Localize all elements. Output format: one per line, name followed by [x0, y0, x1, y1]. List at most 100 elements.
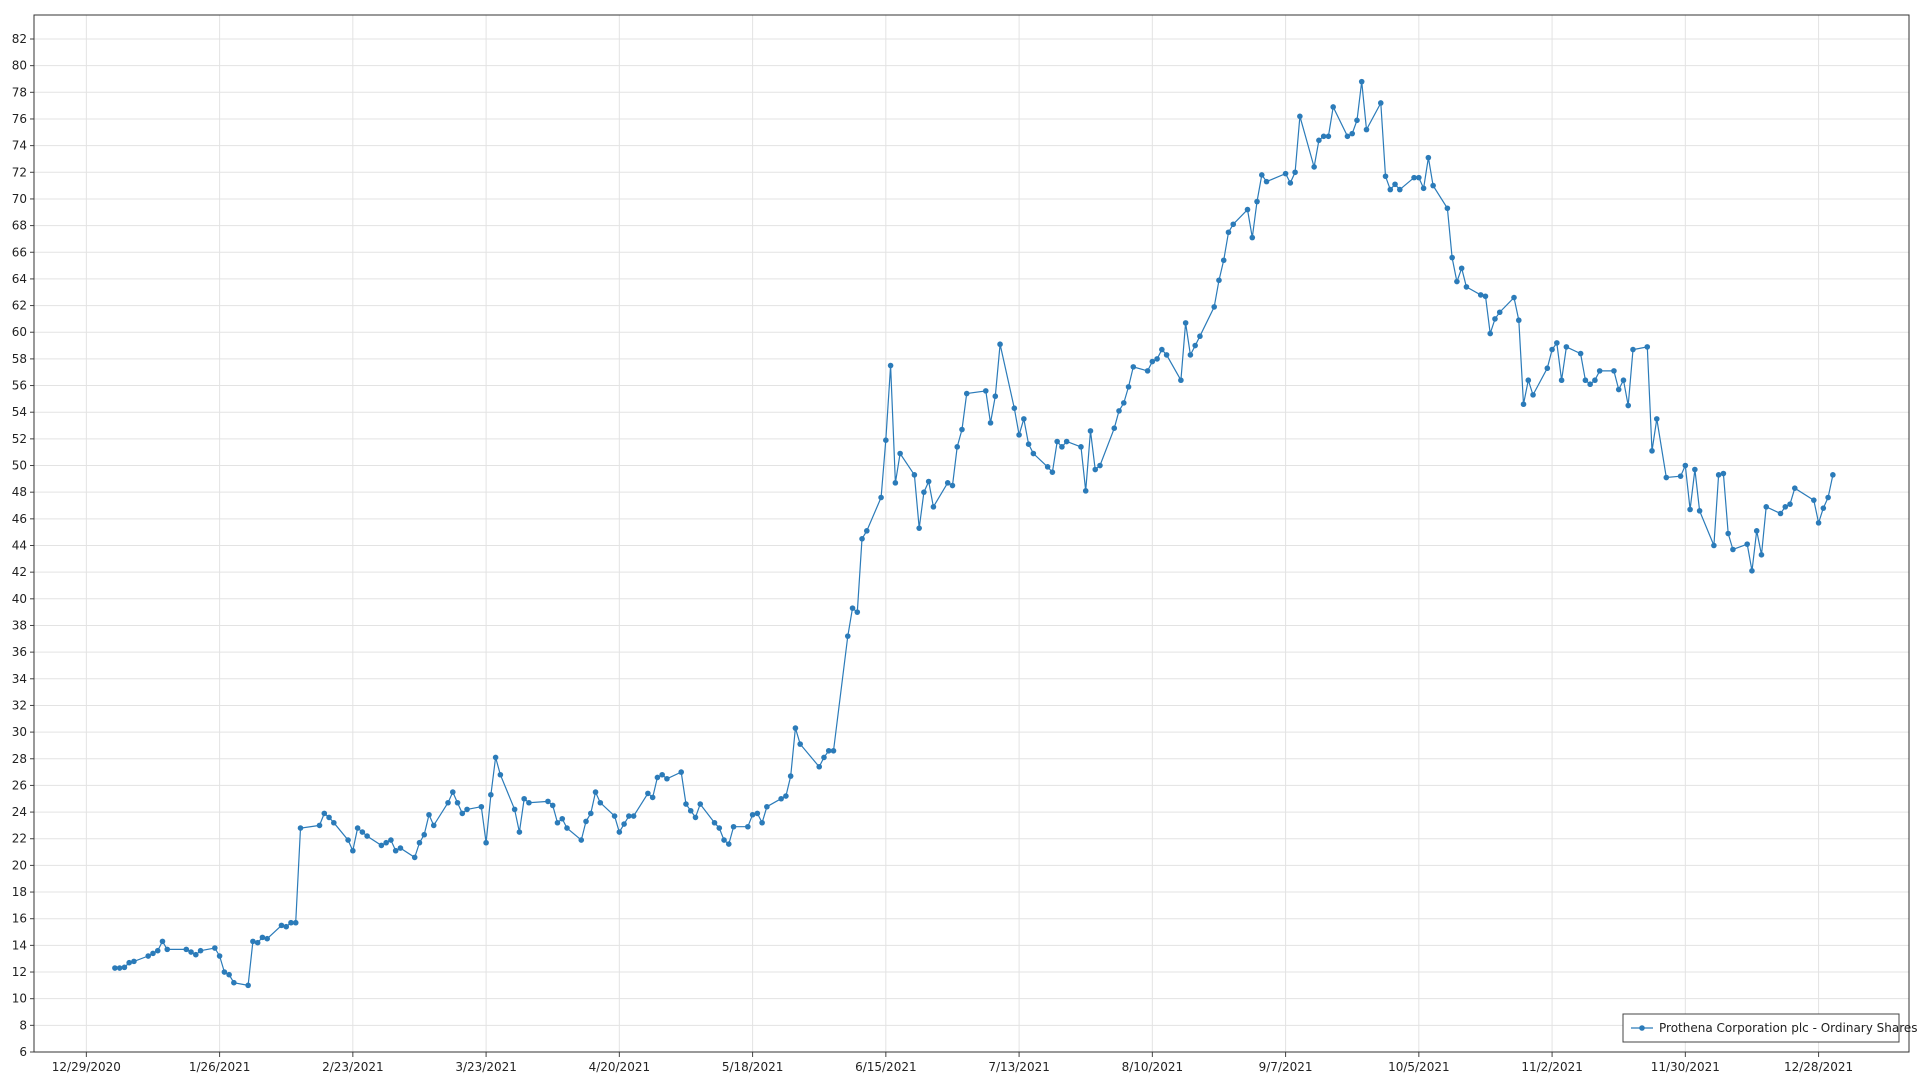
x-tick-label: 12/28/2021	[1784, 1060, 1853, 1074]
marker	[516, 829, 523, 835]
marker	[1592, 377, 1598, 384]
marker	[892, 480, 899, 486]
marker	[521, 795, 527, 802]
legend-label: Prothena Corporation plc - Ordinary Shar…	[1659, 1021, 1918, 1035]
marker	[1682, 462, 1689, 469]
marker	[526, 799, 532, 806]
marker	[697, 801, 704, 807]
marker	[1044, 464, 1051, 470]
marker	[1753, 528, 1760, 534]
marker	[878, 494, 884, 501]
y-tick-label: 76	[12, 112, 27, 126]
marker	[254, 939, 261, 946]
marker	[1563, 344, 1570, 350]
marker	[197, 947, 204, 954]
marker	[597, 799, 604, 806]
y-tick-label: 30	[12, 725, 27, 739]
marker	[1063, 438, 1070, 445]
marker	[231, 979, 237, 986]
y-tick-label: 22	[12, 832, 27, 846]
marker	[383, 839, 389, 846]
marker	[492, 754, 499, 761]
marker	[1511, 294, 1517, 301]
marker	[830, 747, 837, 754]
marker	[411, 854, 418, 861]
marker	[1016, 432, 1022, 438]
marker	[1758, 552, 1765, 558]
y-tick-label: 6	[19, 1045, 27, 1059]
y-tick-label: 40	[12, 592, 27, 606]
marker	[1477, 292, 1484, 298]
marker	[1282, 170, 1289, 177]
marker	[721, 837, 727, 843]
marker	[921, 489, 927, 495]
marker	[1292, 169, 1298, 176]
marker	[821, 754, 827, 761]
y-tick-label: 26	[12, 778, 27, 792]
marker	[421, 831, 428, 838]
marker	[454, 799, 461, 806]
marker	[925, 478, 932, 485]
marker	[725, 841, 732, 847]
marker	[887, 362, 894, 369]
marker	[212, 945, 218, 951]
marker	[1392, 181, 1398, 188]
marker	[1311, 164, 1317, 170]
marker	[283, 923, 290, 930]
marker	[1092, 466, 1099, 473]
marker	[1030, 450, 1037, 457]
marker	[1120, 400, 1127, 406]
marker	[354, 825, 361, 831]
marker	[1420, 185, 1427, 192]
marker	[193, 951, 199, 958]
marker	[687, 807, 694, 814]
marker	[430, 822, 437, 829]
marker	[1520, 401, 1527, 408]
marker	[126, 959, 132, 966]
marker	[787, 773, 794, 779]
legend-marker	[1639, 1025, 1645, 1031]
marker	[154, 947, 161, 954]
marker	[730, 823, 737, 830]
marker	[621, 821, 627, 827]
y-tick-label: 32	[12, 698, 27, 712]
y-tick-label: 68	[12, 219, 27, 233]
x-tick-label: 11/30/2021	[1651, 1060, 1720, 1074]
marker	[1011, 405, 1018, 412]
marker	[1830, 472, 1836, 478]
marker	[1458, 265, 1465, 272]
marker	[859, 536, 865, 542]
marker	[1159, 346, 1165, 353]
y-tick-label: 48	[12, 485, 27, 499]
marker	[797, 741, 803, 747]
y-tick-label: 12	[12, 965, 27, 979]
y-tick-label: 70	[12, 192, 27, 206]
marker	[345, 837, 351, 843]
marker	[397, 845, 404, 851]
x-tick-label: 7/13/2021	[988, 1060, 1050, 1074]
marker	[549, 802, 556, 809]
marker	[1187, 352, 1194, 358]
marker	[559, 815, 566, 822]
marker	[1525, 377, 1532, 384]
marker	[1787, 501, 1793, 507]
marker	[183, 946, 190, 953]
marker	[1791, 485, 1798, 491]
y-tick-label: 78	[12, 85, 27, 99]
marker	[264, 935, 270, 942]
marker	[245, 982, 251, 989]
marker	[364, 833, 370, 839]
marker	[1815, 520, 1822, 526]
marker	[1049, 469, 1056, 475]
marker	[1244, 206, 1251, 213]
marker	[1696, 508, 1703, 514]
marker	[131, 958, 137, 965]
marker	[416, 839, 423, 846]
marker	[745, 823, 751, 830]
marker	[659, 771, 665, 778]
x-tick-label: 10/5/2021	[1388, 1060, 1450, 1074]
marker	[883, 437, 889, 443]
marker	[1225, 229, 1232, 236]
marker	[1444, 205, 1451, 212]
